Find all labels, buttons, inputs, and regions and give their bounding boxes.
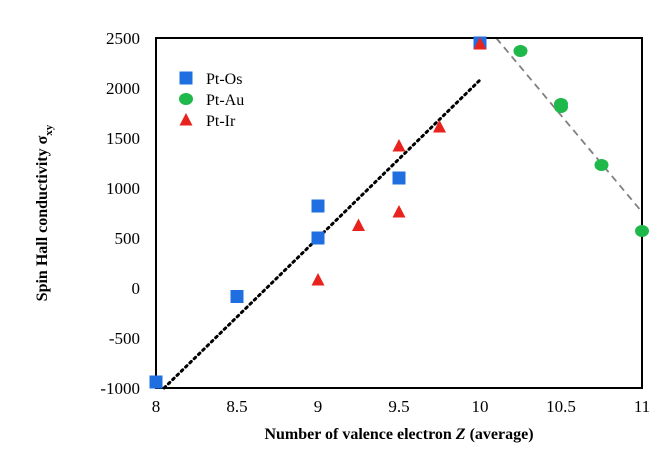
data-point-pt-ir [392, 139, 406, 152]
x-tick-label: 9 [314, 397, 323, 416]
data-point-pt-os [311, 231, 325, 245]
x-tick-label: 9.5 [388, 397, 409, 416]
trendline-dashed [495, 37, 643, 213]
y-tick-labels: -1000 -500 0 500 1000 1500 2000 2500 [100, 29, 140, 398]
y-tick-label: 2000 [106, 79, 140, 98]
data-point-pt-au [513, 45, 528, 57]
data-points [149, 36, 649, 389]
legend-label-pt-au: Pt-Au [206, 92, 244, 109]
y-axis-label: Spin Hall conductivity σxy [34, 124, 55, 301]
data-point-pt-au [554, 101, 568, 113]
data-point-pt-au [635, 225, 649, 237]
legend-marker-pt-au [179, 93, 193, 105]
y-tick-label: 500 [115, 229, 141, 248]
x-tick-label: 8 [152, 397, 161, 416]
data-point-pt-au [594, 159, 609, 171]
y-tick-label: 0 [132, 279, 141, 298]
y-tick-label: 1000 [106, 179, 140, 198]
legend-marker-pt-os [179, 71, 193, 85]
legend-label-pt-ir: Pt-Ir [206, 113, 236, 130]
data-point-pt-os [392, 171, 406, 185]
data-point-pt-os [311, 199, 325, 213]
plot-frame [155, 37, 643, 389]
data-point-pt-ir [352, 218, 365, 231]
x-tick-label: 10 [472, 397, 489, 416]
legend: Pt-Os Pt-Au Pt-Ir [179, 71, 244, 130]
x-tick-label: 10.5 [546, 397, 576, 416]
y-tick-label: 2500 [106, 29, 140, 48]
y-tick-label: -1000 [100, 379, 140, 398]
y-tick-label: 1500 [106, 129, 140, 148]
data-point-pt-ir [392, 205, 406, 218]
x-axis-label: Number of valence electron Z (average) [264, 426, 533, 443]
data-point-pt-ir [473, 37, 487, 50]
legend-marker-pt-ir [179, 113, 193, 126]
x-tick-label: 8.5 [226, 397, 247, 416]
x-tick-label: 11 [634, 397, 650, 416]
x-tick-labels: 8 8.5 9 9.5 10 10.5 11 [152, 397, 650, 416]
data-point-pt-ir [311, 273, 325, 286]
data-point-pt-os [230, 290, 244, 303]
data-point-pt-ir [433, 120, 446, 133]
legend-label-pt-os: Pt-Os [206, 71, 242, 88]
y-tick-label: -500 [109, 329, 140, 348]
data-point-pt-os [149, 375, 163, 389]
